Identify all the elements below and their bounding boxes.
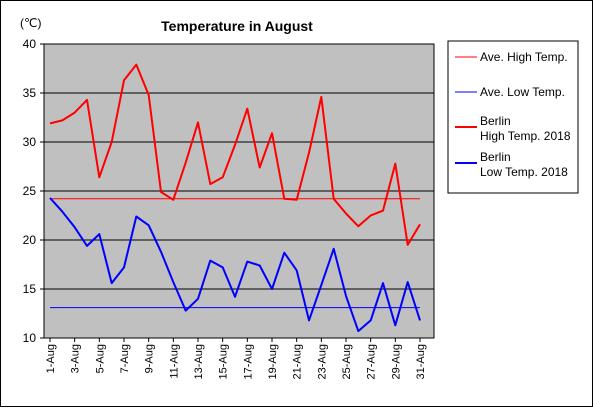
x-tick-label: 27-Aug bbox=[366, 344, 378, 379]
x-tick-label: 31-Aug bbox=[415, 344, 427, 379]
x-tick-label: 13-Aug bbox=[193, 344, 205, 379]
x-tick-label: 23-Aug bbox=[316, 344, 328, 379]
x-tick-label: 19-Aug bbox=[267, 344, 279, 379]
series-line-4 bbox=[49, 197, 421, 333]
y-tick-label: 10 bbox=[23, 331, 37, 345]
y-tick-label: 20 bbox=[23, 233, 37, 247]
legend-label: Low Temp. 2018 bbox=[480, 165, 568, 179]
y-tick-label: 40 bbox=[23, 37, 37, 51]
legend: Ave. High Temp.Ave. Low Temp.BerlinHigh … bbox=[447, 40, 579, 194]
plot-area: 10 15 20 25 30 35 40 1-Aug 3-Aug 5-Aug 7-Aug 9-Aug 1… bbox=[23, 37, 435, 379]
y-tick-label: 35 bbox=[23, 86, 37, 100]
x-tick-label: 3-Aug bbox=[70, 344, 82, 373]
y-tick-label: 25 bbox=[23, 184, 37, 198]
series-line-3 bbox=[49, 63, 421, 246]
legend-box bbox=[447, 40, 579, 194]
y-tick-label: 15 bbox=[23, 282, 37, 296]
x-tick-label: 5-Aug bbox=[94, 344, 106, 373]
legend-label: Berlin bbox=[480, 114, 511, 128]
x-tick-label: 25-Aug bbox=[341, 344, 353, 379]
x-tick-label: 11-Aug bbox=[168, 344, 180, 379]
legend-label: High Temp. 2018 bbox=[480, 129, 571, 143]
legend-label: Ave. Low Temp. bbox=[480, 85, 565, 99]
chart-title: Temperature in August bbox=[161, 18, 313, 34]
x-tick-label: 17-Aug bbox=[242, 344, 254, 379]
y-tick-label: 30 bbox=[23, 135, 37, 149]
legend-label: Berlin bbox=[480, 150, 511, 164]
y-axis-unit: (℃) bbox=[20, 16, 41, 30]
legend-label: Ave. High Temp. bbox=[480, 50, 568, 64]
x-tick-label: 29-Aug bbox=[390, 344, 402, 379]
x-tick-label: 21-Aug bbox=[292, 344, 304, 379]
x-tick-label: 15-Aug bbox=[218, 344, 230, 379]
x-tick-label: 9-Aug bbox=[144, 344, 156, 373]
x-tick-label: 7-Aug bbox=[119, 344, 131, 373]
x-tick-label: 1-Aug bbox=[45, 344, 57, 373]
